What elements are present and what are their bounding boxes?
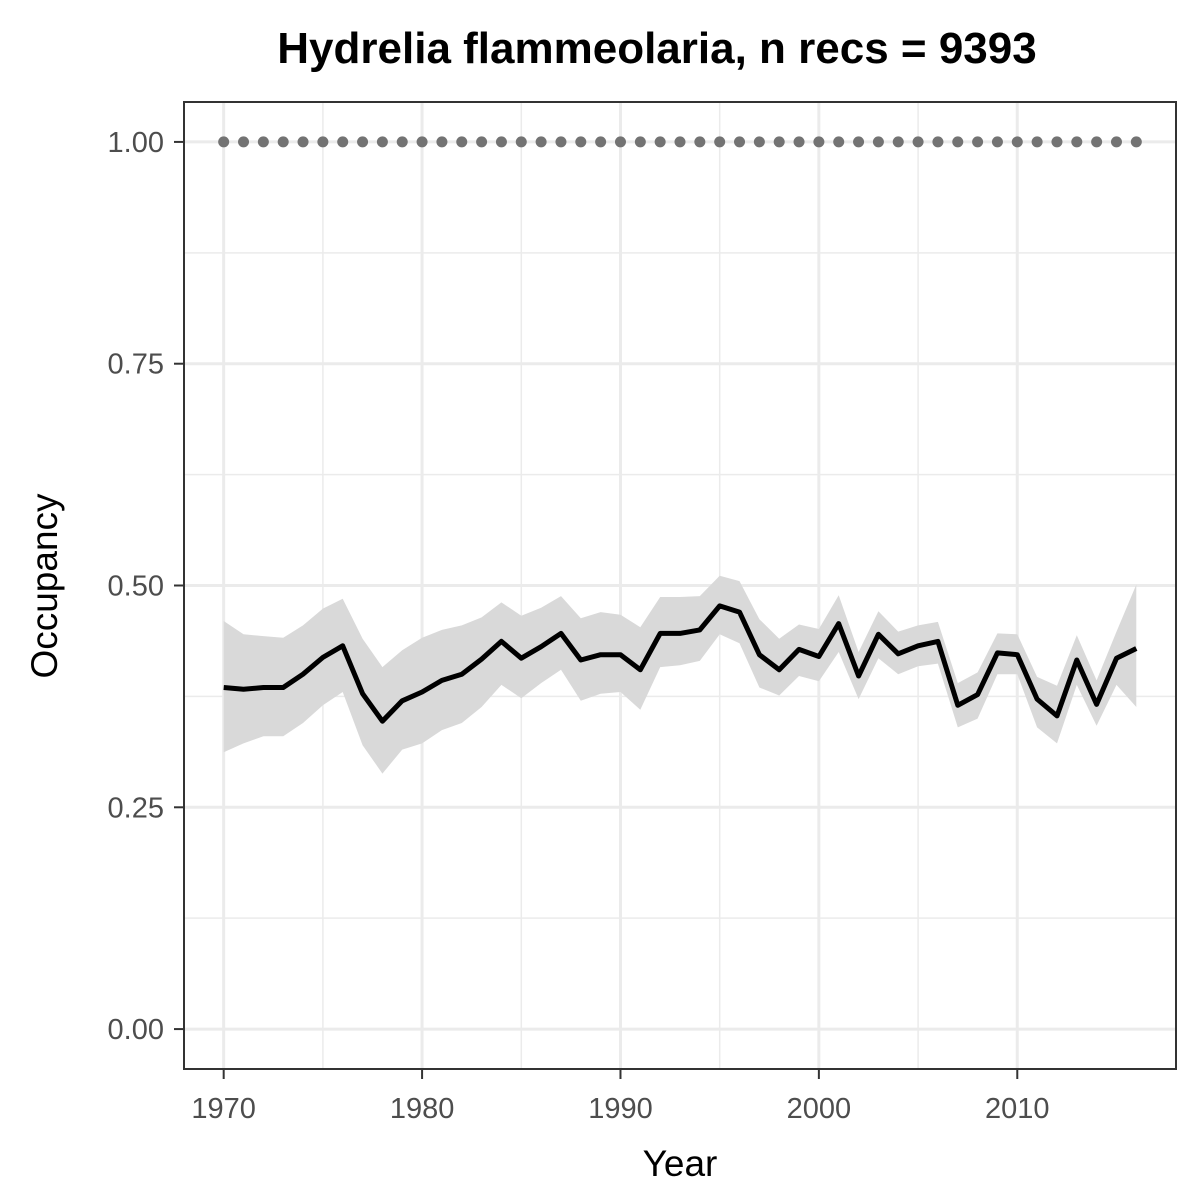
occupancy-line-layer (223, 603, 1138, 724)
reference-point (634, 136, 646, 148)
chart-title: Hydrelia flammeolaria, n recs = 9393 (277, 24, 1036, 73)
y-tick-label: 1.00 (108, 127, 164, 159)
reference-point (1110, 136, 1122, 148)
reference-point (1011, 136, 1023, 148)
reference-point (238, 136, 250, 148)
confidence-ribbon-layer (223, 575, 1137, 774)
major-gridlines (184, 102, 1176, 1069)
reference-point (337, 136, 349, 148)
x-tick-label: 1970 (191, 1093, 256, 1125)
reference-point (1130, 136, 1142, 148)
reference-point (595, 136, 607, 148)
y-tick-label: 0.75 (108, 349, 164, 381)
x-tick-label: 2000 (787, 1093, 852, 1125)
reference-point (654, 136, 666, 148)
reference-point (872, 136, 884, 148)
reference-point (277, 136, 289, 148)
x-axis-title: Year (643, 1143, 718, 1184)
reference-point (674, 136, 686, 148)
reference-points-layer (218, 136, 1142, 148)
y-axis-ticks: 0.00 0.25 0.50 0.75 1.00 (108, 127, 184, 1046)
reference-point (912, 136, 924, 148)
reference-point (575, 136, 587, 148)
reference-point (416, 136, 428, 148)
reference-point (1051, 136, 1063, 148)
y-tick-label: 0.25 (108, 792, 164, 824)
reference-point (833, 136, 845, 148)
reference-point (694, 136, 706, 148)
reference-point (357, 136, 369, 148)
y-tick-label: 0.50 (108, 571, 164, 603)
reference-point (793, 136, 805, 148)
reference-point (376, 136, 388, 148)
reference-point (734, 136, 746, 148)
reference-point (456, 136, 468, 148)
x-tick-label: 2010 (985, 1093, 1050, 1125)
reference-point (1091, 136, 1103, 148)
reference-point (535, 136, 547, 148)
reference-point (753, 136, 765, 148)
reference-point (892, 136, 904, 148)
y-axis-title: Occupancy (24, 493, 65, 679)
confidence-ribbon (223, 575, 1137, 774)
reference-point (436, 136, 448, 148)
reference-point (1031, 136, 1043, 148)
reference-point (813, 136, 825, 148)
reference-point (257, 136, 269, 148)
reference-point (317, 136, 329, 148)
reference-point (218, 136, 230, 148)
reference-point (714, 136, 726, 148)
occupancy-line (223, 603, 1138, 724)
reference-point (1071, 136, 1083, 148)
reference-point (297, 136, 309, 148)
reference-point (853, 136, 865, 148)
reference-point (932, 136, 944, 148)
reference-point (952, 136, 964, 148)
reference-point (476, 136, 488, 148)
reference-point (991, 136, 1003, 148)
reference-point (515, 136, 527, 148)
x-tick-label: 1990 (588, 1093, 653, 1125)
x-tick-label: 1980 (390, 1093, 455, 1125)
x-axis-ticks: 1970 1980 1990 2000 2010 (191, 1069, 1050, 1125)
reference-point (555, 136, 567, 148)
y-tick-label: 0.00 (108, 1014, 164, 1046)
reference-point (396, 136, 408, 148)
reference-point (495, 136, 507, 148)
reference-point (773, 136, 785, 148)
reference-point (614, 136, 626, 148)
reference-point (972, 136, 984, 148)
